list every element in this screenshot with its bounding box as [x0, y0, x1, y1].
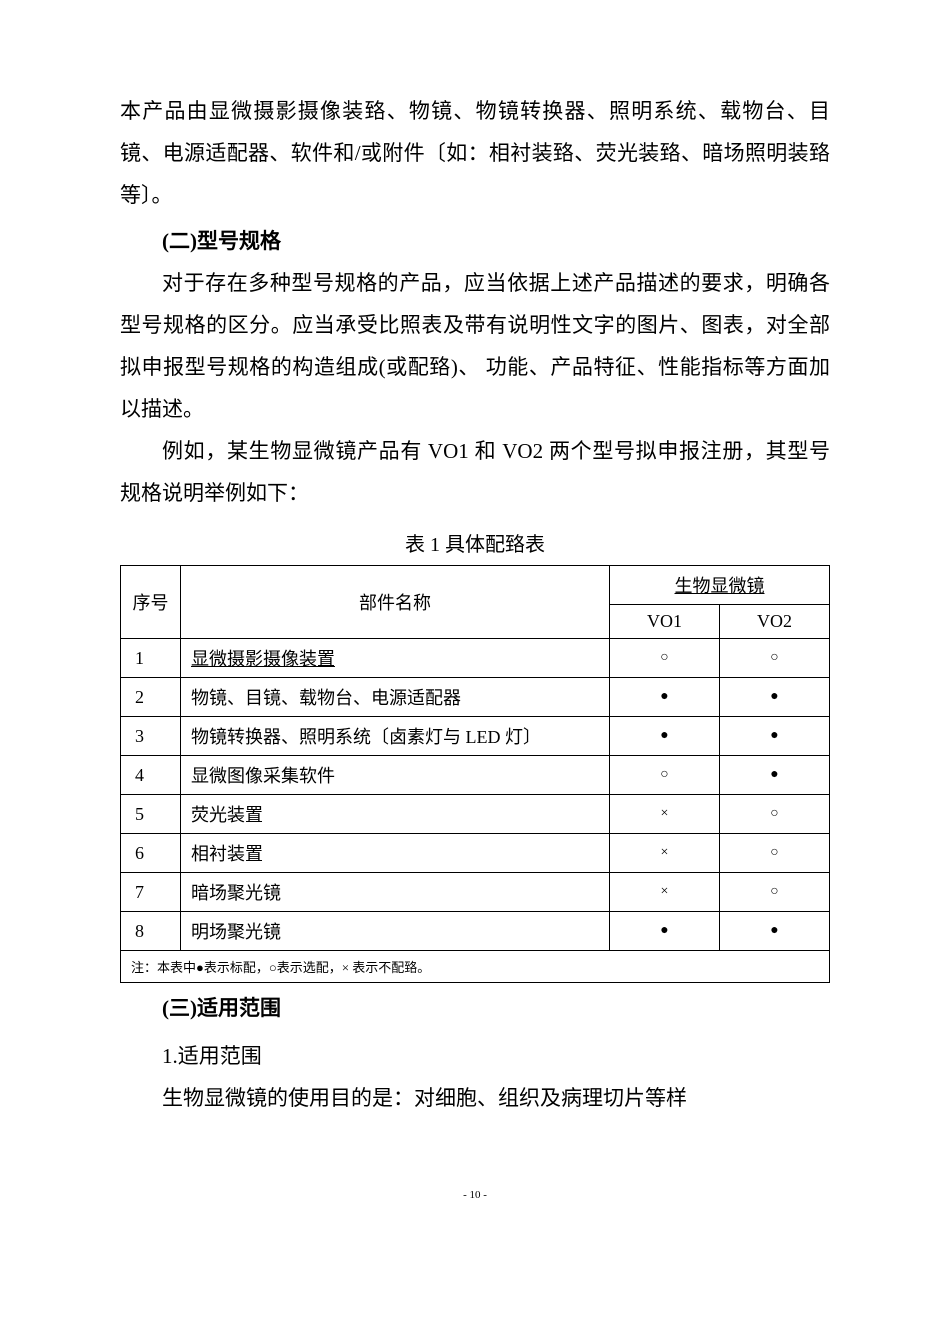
col-v2-header: VO2 — [720, 605, 830, 639]
cell-name-text: 显微摄影摄像装置 — [191, 649, 335, 669]
cell-seq: 7 — [121, 873, 181, 912]
paragraph-2-1: 对于存在多种型号规格的产品，应当依据上述产品描述的要求，明确各型号规格的区分。应… — [120, 262, 830, 430]
intro-paragraph: 本产品由显微摄影摄像装臵、物镜、物镜转换器、照明系统、载物台、目镜、电源适配器、… — [120, 90, 830, 216]
table-row: 2 物镜、目镜、载物台、电源适配器 ● ● — [121, 678, 830, 717]
table-row: 3 物镜转换器、照明系统〔卤素灯与 LED 灯〕 ● ● — [121, 717, 830, 756]
cell-v1: ● — [610, 717, 720, 756]
cell-v2: ● — [720, 912, 830, 951]
page-number: - 10 - — [120, 1189, 830, 1201]
subheading-3-1: 1.适用范围 — [120, 1035, 830, 1077]
cell-v1: × — [610, 834, 720, 873]
heading-section-2: (二)型号规格 — [120, 220, 830, 262]
cell-name: 显微图像采集软件 — [181, 756, 610, 795]
cell-name: 暗场聚光镜 — [181, 873, 610, 912]
cell-name: 明场聚光镜 — [181, 912, 610, 951]
cell-v2: ○ — [720, 639, 830, 678]
cell-name: 物镜、目镜、载物台、电源适配器 — [181, 678, 610, 717]
cell-v1: ○ — [610, 756, 720, 795]
cell-v2: ○ — [720, 834, 830, 873]
cell-v2: ● — [720, 678, 830, 717]
cell-v1: × — [610, 873, 720, 912]
cell-name: 荧光装置 — [181, 795, 610, 834]
table-row: 5 荧光装置 × ○ — [121, 795, 830, 834]
cell-v2: ○ — [720, 795, 830, 834]
cell-seq: 5 — [121, 795, 181, 834]
col-group-header: 生物显微镜 — [610, 566, 830, 605]
table-row: 1 显微摄影摄像装置 ○ ○ — [121, 639, 830, 678]
cell-v1: ● — [610, 678, 720, 717]
cell-seq: 3 — [121, 717, 181, 756]
cell-seq: 1 — [121, 639, 181, 678]
cell-name: 显微摄影摄像装置 — [181, 639, 610, 678]
document-page: 本产品由显微摄影摄像装臵、物镜、物镜转换器、照明系统、载物台、目镜、电源适配器、… — [0, 0, 950, 1241]
col-name-header: 部件名称 — [181, 566, 610, 639]
cell-v2: ○ — [720, 873, 830, 912]
cell-v1: × — [610, 795, 720, 834]
cell-v1: ○ — [610, 639, 720, 678]
table-row: 7 暗场聚光镜 × ○ — [121, 873, 830, 912]
cell-v2: ● — [720, 756, 830, 795]
table-row: 6 相衬装置 × ○ — [121, 834, 830, 873]
table-caption: 表 1 具体配臵表 — [120, 528, 830, 557]
paragraph-3-1: 生物显微镜的使用目的是：对细胞、组织及病理切片等样 — [120, 1077, 830, 1119]
table-note-row: 注：本表中●表示标配，○表示选配，× 表示不配臵。 — [121, 951, 830, 983]
paragraph-2-2: 例如，某生物显微镜产品有 VO1 和 VO2 两个型号拟申报注册，其型号规格说明… — [120, 430, 830, 514]
config-table: 序号 部件名称 生物显微镜 VO1 VO2 1 显微摄影摄像装置 ○ ○ 2 物… — [120, 565, 830, 983]
table-row: 4 显微图像采集软件 ○ ● — [121, 756, 830, 795]
table-row: 8 明场聚光镜 ● ● — [121, 912, 830, 951]
cell-seq: 4 — [121, 756, 181, 795]
cell-name: 物镜转换器、照明系统〔卤素灯与 LED 灯〕 — [181, 717, 610, 756]
cell-seq: 8 — [121, 912, 181, 951]
heading-section-3: (三)适用范围 — [120, 987, 830, 1029]
table-header-row-1: 序号 部件名称 生物显微镜 — [121, 566, 830, 605]
cell-v1: ● — [610, 912, 720, 951]
cell-seq: 2 — [121, 678, 181, 717]
cell-name: 相衬装置 — [181, 834, 610, 873]
col-seq-header: 序号 — [121, 566, 181, 639]
cell-v2: ● — [720, 717, 830, 756]
cell-seq: 6 — [121, 834, 181, 873]
col-v1-header: VO1 — [610, 605, 720, 639]
table-note: 注：本表中●表示标配，○表示选配，× 表示不配臵。 — [121, 951, 830, 983]
